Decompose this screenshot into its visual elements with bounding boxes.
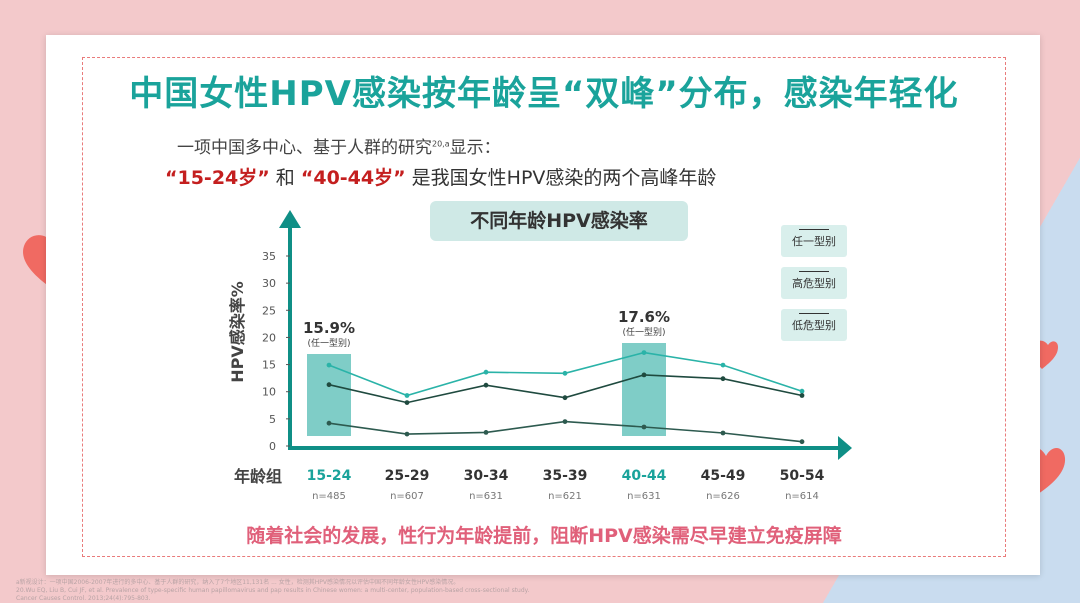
- data-point: [404, 431, 410, 437]
- study-description: 一项中国多中心、基于人群的研究20,a显示：: [177, 133, 501, 158]
- legend-any-type: 任一型别: [781, 225, 847, 257]
- study-text: 一项中国多中心、基于人群的研究: [177, 138, 432, 158]
- data-point: [720, 430, 726, 436]
- x-axis-label: 年龄组: [234, 467, 282, 486]
- slide-title: 中国女性HPV感染按年龄呈“双峰”分布，感染年轻化: [129, 74, 959, 114]
- chart-title: 不同年龄HPV感染率: [430, 201, 688, 241]
- legend-low-risk: 低危型别: [781, 309, 847, 341]
- sample-size-label: n=626: [706, 491, 740, 502]
- data-point: [404, 393, 410, 398]
- x-axis-arrow: [838, 436, 852, 460]
- sample-size-label: n=614: [785, 491, 819, 502]
- data-point: [799, 393, 805, 398]
- y-tick-label: 20: [262, 331, 276, 344]
- legend-label: 低危型别: [792, 319, 836, 332]
- data-point: [326, 420, 332, 426]
- data-point: [641, 350, 647, 355]
- y-axis-label: HPV感染率%: [228, 281, 247, 383]
- slide-card: [46, 35, 1040, 575]
- footnote-line: Cancer Causes Control. 2013;24(4):795-80…: [16, 595, 151, 602]
- annotation-label: (任一型别): [622, 326, 665, 338]
- data-point: [641, 424, 647, 430]
- y-tick-label: 5: [269, 413, 276, 426]
- y-tick-label: 35: [262, 250, 276, 263]
- data-point: [720, 362, 726, 368]
- x-tick-label: 45-49: [701, 468, 746, 484]
- footnote: a新视设计：一项中国2006-2007年进行的多中心、基于人群的研究，纳入了7个…: [16, 579, 716, 603]
- legend-line: [799, 313, 829, 314]
- x-tick-label: 40-44: [622, 468, 667, 484]
- dashed-frame: [82, 57, 1006, 557]
- sample-size-label: n=621: [548, 491, 582, 502]
- legend-high-risk: 高危型别: [781, 267, 847, 299]
- highlight-bar: [622, 343, 666, 436]
- x-tick-label: 25-29: [385, 468, 430, 484]
- peak-connector: 和: [275, 167, 295, 189]
- y-axis-arrow: [279, 210, 301, 228]
- data-point: [326, 382, 332, 388]
- data-point: [799, 388, 805, 394]
- data-point: [483, 430, 489, 435]
- data-point: [720, 376, 726, 382]
- sample-size-label: n=631: [627, 491, 661, 502]
- y-tick-label: 30: [262, 277, 276, 290]
- conclusion-text: 随着社会的发展，性行为年龄提前，阻断HPV感染需尽早建立免疫屏障: [246, 525, 842, 547]
- data-point: [483, 382, 489, 388]
- annotation-label: (任一型别): [307, 337, 350, 349]
- peak-ages-statement: “15-24岁” 和 “40-44岁” 是我国女性HPV感染的两个高峰年龄: [165, 163, 716, 190]
- data-point: [483, 369, 489, 375]
- peak-age-2: “40-44岁”: [300, 167, 406, 189]
- sample-size-label: n=485: [312, 491, 346, 502]
- data-point: [562, 370, 568, 376]
- y-tick-label: 15: [262, 359, 276, 372]
- peak-statement-rest: 是我国女性HPV感染的两个高峰年龄: [411, 167, 717, 189]
- legend-line: [799, 229, 829, 230]
- data-point: [641, 372, 647, 378]
- annotation-value: 15.9%: [303, 319, 355, 337]
- study-ref: 20,a: [432, 139, 450, 149]
- data-point: [326, 362, 332, 368]
- x-tick-label: 35-39: [543, 468, 588, 484]
- x-tick-label: 15-24: [307, 468, 352, 484]
- y-tick-label: 10: [262, 386, 276, 399]
- legend-label: 高危型别: [792, 277, 836, 290]
- x-tick-label: 30-34: [464, 468, 509, 484]
- footnote-line: a新视设计：一项中国2006-2007年进行的多中心、基于人群的研究，纳入了7个…: [16, 579, 460, 586]
- data-point: [562, 419, 568, 424]
- sample-size-label: n=631: [469, 491, 503, 502]
- legend-label: 任一型别: [792, 235, 836, 248]
- sample-size-label: n=607: [390, 491, 424, 502]
- series-line: [328, 420, 803, 443]
- data-point: [404, 400, 410, 405]
- x-tick-label: 50-54: [780, 468, 825, 484]
- footnote-line: 20.Wu EQ, Liu B, Cui JF, et al. Prevalen…: [16, 587, 530, 594]
- annotation-value: 17.6%: [618, 308, 670, 326]
- y-tick-label: 25: [262, 304, 276, 317]
- legend-line: [799, 271, 829, 272]
- data-point: [562, 395, 568, 401]
- peak-age-1: “15-24岁”: [165, 167, 270, 189]
- study-suffix: 显示：: [449, 138, 501, 158]
- data-point: [799, 439, 805, 445]
- y-tick-label: 0: [269, 440, 276, 453]
